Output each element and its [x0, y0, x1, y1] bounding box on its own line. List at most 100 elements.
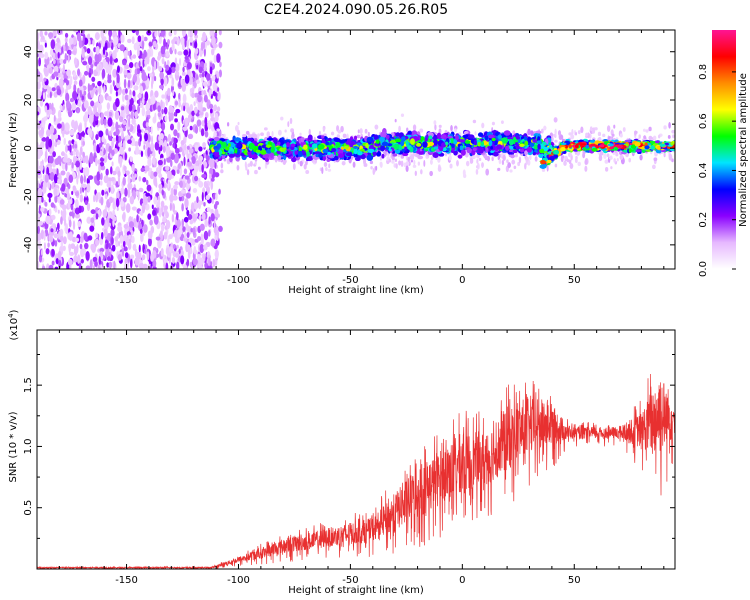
heatmap-cell	[43, 116, 48, 121]
heatmap-cell	[122, 94, 125, 103]
heatmap-cell	[145, 122, 149, 128]
heatmap-cell	[68, 243, 72, 251]
heatmap-cell	[400, 113, 405, 117]
heatmap-cell	[122, 140, 126, 151]
heatmap-cell	[375, 165, 378, 171]
heatmap-cell	[206, 265, 213, 269]
heatmap-cell	[153, 176, 158, 187]
heatmap-cell	[165, 262, 169, 269]
heatmap-cell	[84, 189, 88, 198]
heatmap-cell	[215, 192, 218, 201]
heatmap-cell	[62, 63, 66, 74]
heatmap-cell	[465, 160, 470, 167]
heatmap-cell	[118, 141, 123, 148]
heatmap-cell	[638, 134, 641, 139]
heatmap-cell	[114, 110, 120, 120]
heatmap-cell	[180, 255, 185, 265]
heatmap-cell	[173, 137, 177, 144]
heatmap-cell	[123, 223, 129, 229]
heatmap-cell	[68, 37, 74, 45]
heatmap-cell	[158, 36, 162, 45]
heatmap-cell	[43, 231, 46, 241]
heatmap-cell	[184, 38, 187, 48]
heatmap-cell	[54, 194, 58, 203]
heatmap-cell	[214, 112, 219, 123]
heatmap-cell	[90, 217, 95, 224]
heatmap-cell	[37, 182, 40, 189]
heatmap-cell	[108, 30, 113, 38]
heatmap-cell	[49, 230, 55, 236]
heatmap-cell	[216, 71, 220, 79]
heatmap-cell	[90, 63, 94, 70]
heatmap-cell	[189, 219, 194, 225]
heatmap-cell	[127, 182, 133, 190]
heatmap-cell	[491, 121, 495, 126]
heatmap-cell	[55, 45, 58, 54]
heatmap-cell	[128, 61, 134, 69]
heatmap-cell	[195, 79, 200, 84]
heatmap-cell	[48, 32, 54, 39]
heatmap-cell	[274, 156, 278, 163]
heatmap-cell	[117, 170, 121, 178]
heatmap-cell	[72, 185, 76, 191]
heatmap-cell	[43, 242, 46, 250]
heatmap-cell	[159, 71, 164, 79]
heatmap-cell	[69, 129, 75, 136]
heatmap-cell	[80, 247, 85, 258]
heatmap-cell	[77, 100, 82, 107]
heatmap-cell	[60, 216, 63, 225]
heatmap-cell	[71, 162, 74, 169]
heatmap-cell	[160, 134, 164, 141]
heatmap-cell	[208, 229, 211, 237]
heatmap-cell	[63, 217, 67, 227]
heatmap-cell	[95, 134, 99, 141]
heatmap-cell	[37, 232, 40, 242]
heatmap-cell	[62, 208, 67, 218]
heatmap-cell	[210, 177, 215, 182]
heatmap-cell	[146, 251, 150, 261]
heatmap-cell	[45, 215, 51, 225]
heatmap-cell	[412, 124, 417, 131]
heatmap-cell	[86, 202, 91, 212]
heatmap-cell	[184, 198, 189, 208]
heatmap-cell	[108, 196, 114, 204]
heatmap-cell	[364, 128, 368, 134]
heatmap-cell	[97, 192, 101, 200]
heatmap-cell	[434, 124, 437, 131]
heatmap-cell	[173, 184, 178, 190]
heatmap-cell	[172, 195, 178, 201]
heatmap-cell	[500, 120, 504, 124]
heatmap-cell	[509, 169, 513, 173]
heatmap-cell	[126, 100, 130, 106]
heatmap-cell	[107, 42, 111, 48]
heatmap-cell	[112, 49, 117, 60]
heatmap-cell	[84, 166, 90, 177]
heatmap-cell	[201, 89, 204, 96]
heatmap-cell	[137, 129, 142, 134]
heatmap-cell	[104, 111, 109, 117]
heatmap-cell	[244, 161, 247, 169]
heatmap-cell	[198, 66, 203, 74]
heatmap-cell	[149, 170, 155, 180]
heatmap-cell	[106, 256, 111, 262]
heatmap-cell	[74, 144, 78, 149]
heatmap-cell	[570, 134, 575, 140]
heatmap-cell	[308, 128, 311, 136]
heatmap-cell	[191, 238, 196, 246]
heatmap-cell	[41, 137, 47, 142]
heatmap-cell	[151, 135, 154, 145]
heatmap-cell	[128, 147, 132, 152]
heatmap-cell	[163, 106, 168, 115]
heatmap-cell	[40, 126, 45, 136]
heatmap-cell	[180, 189, 187, 194]
heatmap-cell	[97, 264, 101, 269]
heatmap-cell	[323, 162, 328, 168]
heatmap-cell	[128, 221, 135, 228]
heatmap-cell	[105, 168, 109, 176]
heatmap-cell	[651, 164, 656, 170]
heatmap-cell	[98, 208, 101, 218]
heatmap-cell	[118, 30, 121, 38]
heatmap-cell	[95, 157, 98, 167]
heatmap-cell	[200, 128, 205, 137]
heatmap-cell	[199, 243, 204, 254]
